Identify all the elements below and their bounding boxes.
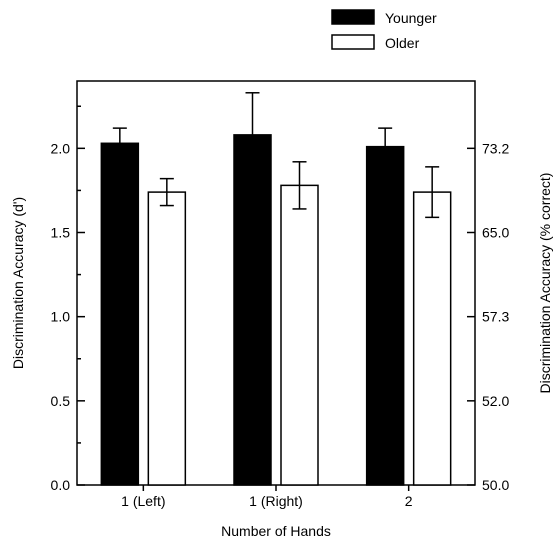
y-tick-label: 0.0: [51, 477, 71, 493]
bar-older-2: [412, 191, 452, 486]
x-tick-label: 2: [405, 493, 413, 509]
bar-younger-1-right: [233, 134, 272, 486]
legend-label-younger: Younger: [385, 10, 437, 26]
right-y-tick-label: 52.0: [482, 393, 509, 409]
x-tick-label: 1 (Right): [249, 493, 303, 509]
bar-younger-2: [365, 145, 405, 486]
right-y-tick-label: 73.2: [482, 140, 509, 156]
y-tick-label: 2.0: [51, 140, 71, 156]
right-y-tick-label: 57.3: [482, 309, 509, 325]
y-axis-title: Discrimination Accuracy (d'): [10, 197, 26, 369]
bar-older-1-right: [280, 184, 319, 486]
right-y-tick-label: 50.0: [482, 477, 509, 493]
y-tick-label: 1.0: [51, 309, 71, 325]
legend-label-older: Older: [385, 35, 420, 51]
x-axis-title: Number of Hands: [221, 523, 331, 539]
right-y-axis-title: Discrimination Accuracy (% correct): [537, 173, 553, 394]
x-tick-label: 1 (Left): [121, 493, 165, 509]
right-y-tick-label: 65.0: [482, 225, 509, 241]
y-tick-label: 1.5: [51, 225, 71, 241]
y-tick-label: 0.5: [51, 393, 71, 409]
legend-swatch-younger: [331, 9, 375, 25]
legend-swatch-older: [331, 34, 375, 50]
bar-older-1-left: [147, 191, 187, 486]
bar-younger-1-left: [100, 142, 140, 486]
